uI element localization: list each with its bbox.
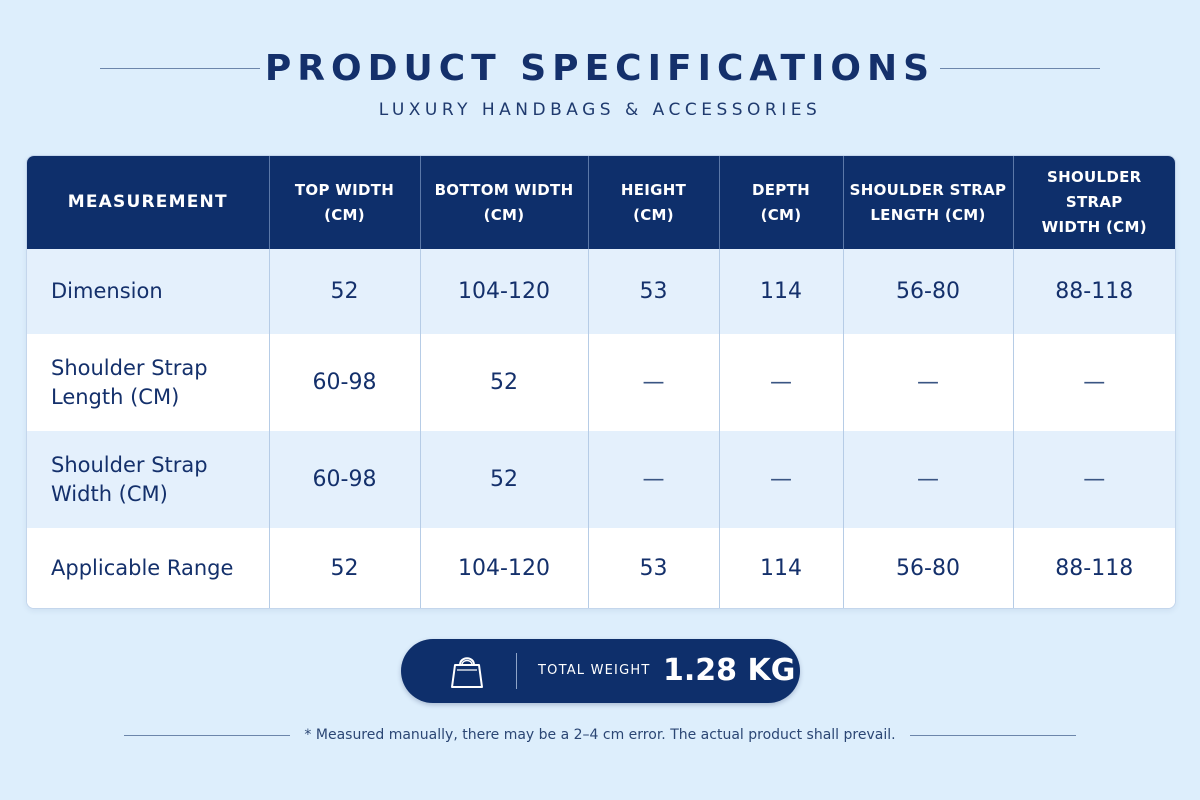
table-cell: — [718, 334, 843, 431]
table-cell: — [587, 431, 719, 528]
table-cell: 56-80 [842, 249, 1013, 334]
table-cell: 114 [718, 528, 843, 608]
title-rule-left [100, 68, 260, 69]
table-cell: 104-120 [419, 528, 588, 608]
row-label: Dimension [27, 249, 269, 334]
table-cell: — [842, 334, 1013, 431]
table-cell: 60-98 [268, 431, 420, 528]
table-cell: — [1012, 334, 1175, 431]
table-cell: 52 [419, 431, 588, 528]
table-cell: 88-118 [1012, 528, 1175, 608]
row-label: Shoulder Strap Length (CM) [27, 334, 269, 431]
table-cell: 114 [718, 249, 843, 334]
title-rule-right [940, 68, 1100, 69]
spec-table: MEASUREMENT TOP WIDTH (CM) BOTTOM WIDTH (C… [27, 156, 1175, 608]
table-cell: 104-120 [419, 249, 588, 334]
table-row: Shoulder Strap Length (CM) 60-98 52 — — —… [27, 334, 1175, 431]
table-row: Shoulder Strap Width (CM) 60-98 52 — — — … [27, 431, 1175, 528]
footnote: * Measured manually, there may be a 2–4 … [304, 727, 896, 743]
spec-table-card: MEASUREMENT TOP WIDTH (CM) BOTTOM WIDTH (C… [26, 155, 1176, 609]
handbag-icon [451, 657, 483, 688]
table-cell: 53 [587, 249, 719, 334]
total-weight-badge: TOTAL WEIGHT 1.28 KG [401, 639, 800, 703]
column-header-measurement: MEASUREMENT [27, 156, 269, 249]
table-cell: 53 [587, 528, 719, 608]
column-header-strap-length: SHOULDER STRAP LENGTH (CM) [842, 156, 1013, 249]
table-row: Applicable Range 52 104-120 53 114 56-80… [27, 528, 1175, 608]
badge-divider [516, 653, 517, 689]
row-label: Shoulder Strap Width (CM) [27, 431, 269, 528]
total-weight-label: TOTAL WEIGHT [538, 663, 651, 678]
column-header-strap-width: SHOULDER STRAP WIDTH (CM) [1012, 156, 1175, 249]
footnote-rule-left [124, 735, 290, 736]
table-cell: 88-118 [1012, 249, 1175, 334]
table-cell: — [1012, 431, 1175, 528]
table-cell: 52 [268, 528, 420, 608]
table-cell: — [718, 431, 843, 528]
page-subtitle: LUXURY HANDBAGS & ACCESSORIES [378, 100, 822, 120]
column-header-top-width: TOP WIDTH (CM) [268, 156, 420, 249]
row-label: Applicable Range [27, 528, 269, 608]
table-cell: — [587, 334, 719, 431]
total-weight-value: 1.28 KG [663, 653, 796, 688]
column-header-depth: DEPTH (CM) [718, 156, 843, 249]
page-title: PRODUCT SPECIFICATIONS [264, 48, 936, 89]
footnote-rule-right [910, 735, 1076, 736]
table-header-row: MEASUREMENT TOP WIDTH (CM) BOTTOM WIDTH (C… [27, 156, 1175, 249]
table-cell: 52 [268, 249, 420, 334]
column-header-height: HEIGHT (CM) [587, 156, 719, 249]
table-cell: — [842, 431, 1013, 528]
table-cell: 56-80 [842, 528, 1013, 608]
title-row: PRODUCT SPECIFICATIONS [0, 44, 1200, 94]
table-cell: 60-98 [268, 334, 420, 431]
column-header-bottom-width: BOTTOM WIDTH (CM) [419, 156, 588, 249]
table-cell: 52 [419, 334, 588, 431]
table-row: Dimension 52 104-120 53 114 56-80 88-118 [27, 249, 1175, 334]
